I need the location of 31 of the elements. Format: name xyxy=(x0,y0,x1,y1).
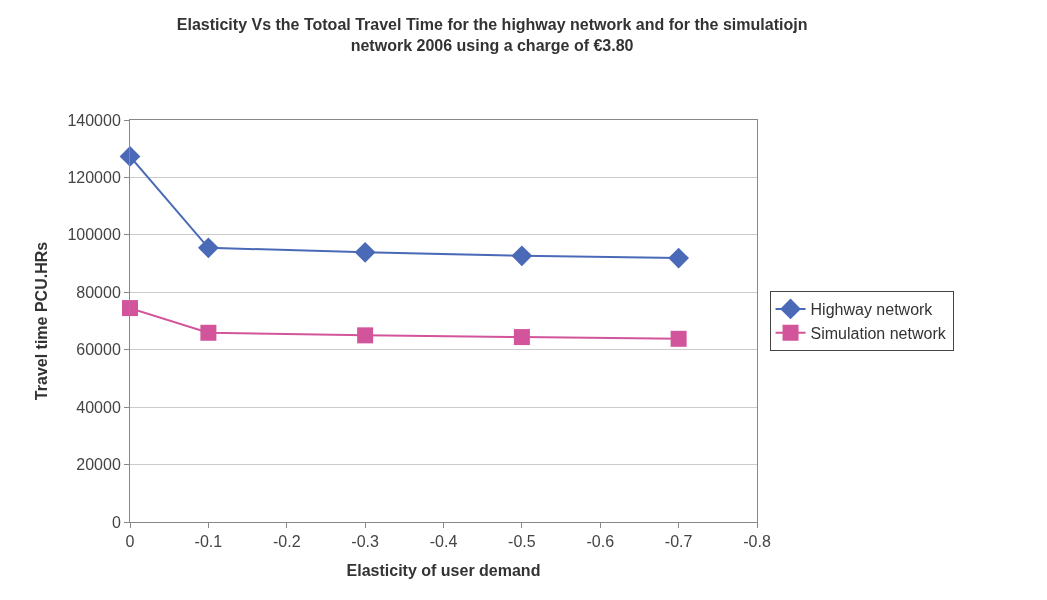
y-tick-label: 80000 xyxy=(76,283,121,301)
legend-label: Simulation network xyxy=(810,324,947,342)
legend-label: Highway network xyxy=(810,301,934,319)
point xyxy=(511,245,533,267)
y-tick-label: 100000 xyxy=(67,226,121,244)
x-axis-title: Elasticity of user demand xyxy=(346,561,541,579)
point xyxy=(357,327,374,344)
y-tick-label: 60000 xyxy=(76,341,121,359)
y-axis-title: Travel time PCU.HRs xyxy=(33,241,51,401)
point xyxy=(122,300,138,317)
y-tick-label: 120000 xyxy=(67,169,121,187)
y-tick-label: 20000 xyxy=(76,456,121,474)
x-tick-label: -0.4 xyxy=(429,533,458,551)
y-tick-label: 140000 xyxy=(67,111,121,129)
y-tick-label: 0 xyxy=(111,513,121,531)
point xyxy=(200,324,217,341)
point xyxy=(513,329,530,346)
x-tick-label: -0.3 xyxy=(351,533,380,551)
x-tick-label: -0.8 xyxy=(743,533,771,551)
point xyxy=(354,241,376,263)
x-tick-label: -0.2 xyxy=(272,533,301,551)
point xyxy=(197,237,219,259)
point xyxy=(670,330,687,347)
y-tick-label: 40000 xyxy=(76,398,121,416)
x-tick-label: -0.5 xyxy=(508,533,536,551)
x-tick-label: -0.6 xyxy=(586,533,615,551)
x-tick-label: 0 xyxy=(125,533,135,551)
point xyxy=(668,247,690,269)
x-tick-label: -0.1 xyxy=(194,533,223,551)
x-tick-label: -0.7 xyxy=(664,533,693,551)
chart-title: Elasticity Vs the Totoal Travel Time for the highway network and for the simulatiojn network 2006 using a charge of €3.80 xyxy=(176,16,808,54)
